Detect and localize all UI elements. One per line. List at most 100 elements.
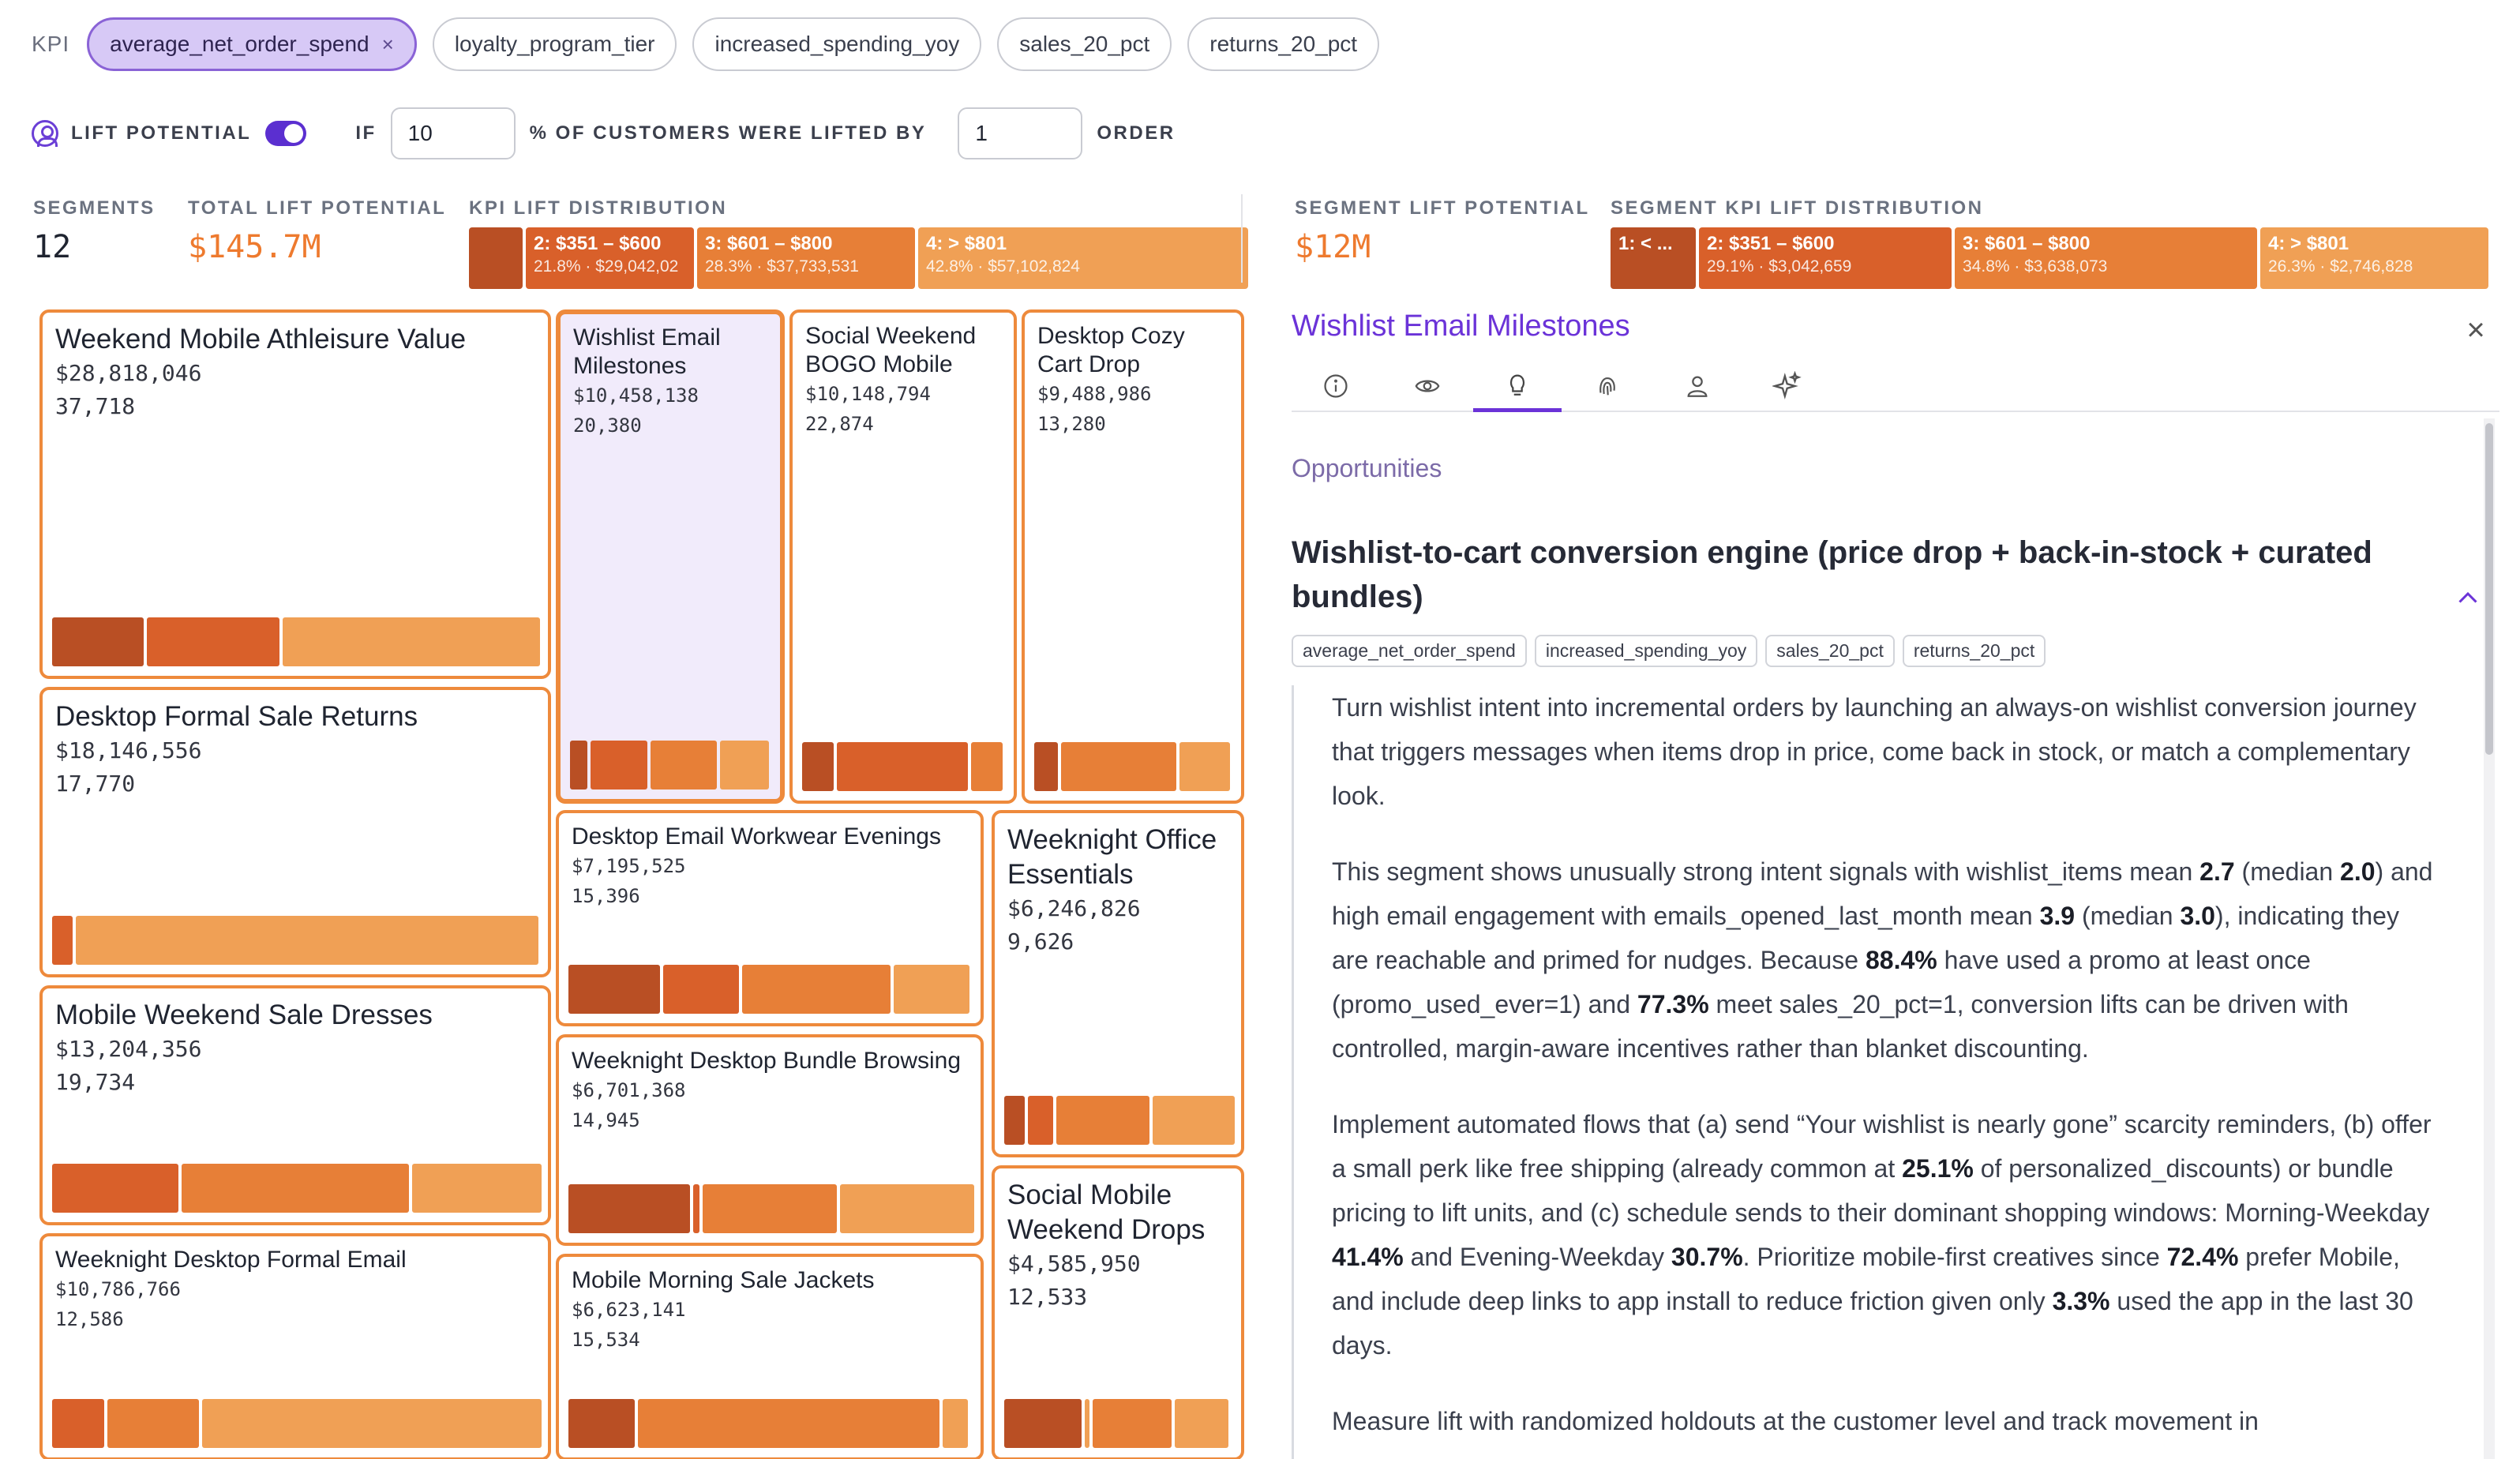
kpi-chip-returns-20-pct[interactable]: returns_20_pct — [1187, 17, 1380, 71]
segment-count: 20,380 — [573, 414, 642, 437]
tab-ai-insights[interactable] — [1743, 360, 1832, 412]
segment-tile[interactable]: Weekend Mobile Athleisure Value $28,818,0… — [39, 309, 551, 679]
kpi-chip-loyalty-program-tier[interactable]: loyalty_program_tier — [432, 17, 677, 71]
segment-value: $6,246,826 — [1007, 895, 1141, 921]
total-lift-label: TOTAL LIFT POTENTIAL — [188, 197, 447, 219]
segment-tier-bar — [1004, 1096, 1235, 1145]
kpi-chip-average-net-order-spend[interactable]: average_net_order_spend × — [87, 17, 417, 71]
tier-bar-segment — [52, 617, 144, 666]
segment-tile[interactable]: Mobile Morning Sale Jackets $6,623,141 15,… — [556, 1254, 984, 1459]
lifted-by-label: % OF CUSTOMERS WERE LIFTED BY — [529, 122, 927, 144]
kpi-dist-segment-3[interactable]: 3: $601 – $800 28.3% · $37,733,531 — [697, 227, 915, 289]
segment-tile[interactable]: Weeknight Desktop Formal Email $10,786,76… — [39, 1233, 551, 1459]
tab-identity[interactable] — [1563, 360, 1652, 412]
kpi-label: KPI — [32, 32, 70, 56]
tier-bar-segment — [1004, 1399, 1082, 1448]
eye-icon — [1415, 380, 1440, 392]
kpi-dist-segment-4[interactable]: 4: > $801 42.8% · $57,102,824 — [918, 227, 1248, 289]
kpi-chip-increased-spending-yoy[interactable]: increased_spending_yoy — [692, 17, 982, 71]
segment-name: Wishlist Email Milestones — [573, 324, 721, 379]
paragraph-2: This segment shows unusually strong inte… — [1332, 857, 2433, 1063]
tier-bar-segment — [894, 965, 969, 1014]
kpi-filter-row: KPI average_net_order_spend × loyalty_pr… — [32, 17, 1380, 71]
percent-input[interactable] — [390, 107, 516, 159]
chevron-up-icon[interactable] — [2454, 584, 2482, 613]
segment-name: Social Mobile Weekend Drops — [1007, 1180, 1206, 1245]
segment-count: 22,874 — [805, 413, 874, 435]
kpi-chip-sales-20-pct[interactable]: sales_20_pct — [997, 17, 1172, 71]
segments-count: 12 — [33, 229, 72, 265]
kpi-dist-segment-1[interactable] — [469, 227, 523, 289]
lift-potential-toggle[interactable] — [265, 121, 307, 146]
seg-dist-segment-1[interactable]: 1: < ... — [1611, 227, 1696, 289]
tab-persona[interactable] — [1653, 360, 1742, 412]
paragraph-4: Measure lift with randomized holdouts at… — [1332, 1407, 2259, 1435]
tier-bar-segment — [568, 1184, 690, 1233]
lift-potential-row: LIFT POTENTIAL IF % OF CUSTOMERS WERE LI… — [32, 107, 1176, 159]
tier-bar-segment — [638, 1399, 939, 1448]
segment-tile[interactable]: Desktop Cozy Cart Drop $9,488,986 13,280 — [1022, 309, 1244, 804]
seg-dist-segment-4[interactable]: 4: > $801 26.3% · $2,746,828 — [2260, 227, 2488, 289]
tier-bar-segment — [1175, 1399, 1228, 1448]
segment-tier-bar — [52, 617, 540, 666]
segment-tile[interactable]: Desktop Formal Sale Returns $18,146,556 17… — [39, 687, 551, 977]
tier-bar-segment — [76, 916, 538, 965]
segment-count: 15,534 — [572, 1329, 640, 1351]
order-label: ORDER — [1097, 122, 1176, 144]
segment-tile[interactable]: Social Weekend BOGO Mobile $10,148,794 22,… — [789, 309, 1017, 804]
segment-tier-bar — [568, 1399, 968, 1448]
segment-tile[interactable]: Weeknight Office Essentials $6,246,826 9,6… — [992, 810, 1244, 1157]
segment-count: 15,396 — [572, 885, 640, 907]
segment-tier-bar — [802, 742, 1003, 791]
segment-value: $9,488,986 — [1037, 383, 1152, 405]
scrollbar-thumb[interactable] — [2485, 423, 2493, 755]
tab-opportunities[interactable] — [1473, 360, 1562, 412]
kpi-dist-segment-2[interactable]: 2: $351 – $600 21.8% · $29,042,02 — [526, 227, 694, 289]
segment-count: 17,770 — [55, 771, 136, 797]
opportunity-title: Wishlist-to-cart conversion engine (pric… — [1292, 535, 2372, 614]
lift-potential-label: LIFT POTENTIAL — [71, 122, 252, 144]
segment-lift-value: $12M — [1295, 229, 1371, 265]
segment-tile[interactable]: Weeknight Desktop Bundle Browsing $6,701,… — [556, 1034, 984, 1246]
tier-bar-segment — [693, 1184, 699, 1233]
segment-tile[interactable]: Social Mobile Weekend Drops $4,585,950 12,… — [992, 1165, 1244, 1459]
section-label-opportunities: Opportunities — [1292, 454, 1442, 482]
segment-value: $7,195,525 — [572, 855, 686, 877]
sparkles-icon — [1772, 371, 1802, 399]
seg-dist-segment-3[interactable]: 3: $601 – $800 34.8% · $3,638,073 — [1955, 227, 2257, 289]
close-icon[interactable]: × — [2466, 313, 2485, 347]
tier-bar-segment — [52, 1399, 104, 1448]
paragraph-3: Implement automated flows that (a) send … — [1332, 1110, 2432, 1360]
tier-bar-segment — [1153, 1096, 1235, 1145]
order-input[interactable] — [958, 107, 1083, 159]
segment-name: Desktop Cozy Cart Drop — [1037, 323, 1185, 377]
segment-name: Weeknight Office Essentials — [1007, 824, 1217, 890]
seg-dist-segment-2[interactable]: 2: $351 – $600 29.1% · $3,042,659 — [1699, 227, 1952, 289]
segment-tile[interactable]: Mobile Weekend Sale Dresses $13,204,356 19… — [39, 985, 551, 1225]
opportunity-description: Turn wishlist intent into incremental or… — [1292, 685, 2436, 1459]
tier-bar-segment — [570, 741, 587, 790]
tier-bar-segment — [1093, 1399, 1172, 1448]
segment-name: Weeknight Desktop Bundle Browsing — [572, 1048, 962, 1074]
segment-count: 9,626 — [1007, 928, 1074, 955]
tier-bar-segment — [663, 965, 739, 1014]
segment-kpi-distribution-label: SEGMENT KPI LIFT DISTRIBUTION — [1611, 197, 1984, 219]
close-icon[interactable]: × — [381, 32, 394, 56]
segment-value: $13,204,356 — [55, 1036, 202, 1062]
tag-sales-20-pct: sales_20_pct — [1765, 635, 1895, 667]
segment-tier-bar — [52, 1164, 542, 1213]
segment-tier-bar — [1034, 742, 1230, 791]
segment-tier-bar — [1004, 1399, 1228, 1448]
tab-info[interactable] — [1292, 360, 1380, 412]
segment-tile[interactable]: Wishlist Email Milestones $10,458,138 20,3… — [556, 309, 785, 804]
tab-overview[interactable] — [1383, 360, 1472, 412]
segment-value: $6,701,368 — [572, 1079, 686, 1101]
segment-tile[interactable]: Desktop Email Workwear Evenings $7,195,52… — [556, 810, 984, 1026]
tier-bar-segment — [840, 1184, 974, 1233]
segment-value: $10,458,138 — [573, 384, 699, 407]
segment-count: 19,734 — [55, 1069, 136, 1095]
total-lift-value: $145.7M — [188, 229, 321, 265]
segment-tier-bar — [568, 965, 969, 1014]
tier-bar-segment — [52, 1164, 178, 1213]
tier-bar-segment — [147, 617, 279, 666]
